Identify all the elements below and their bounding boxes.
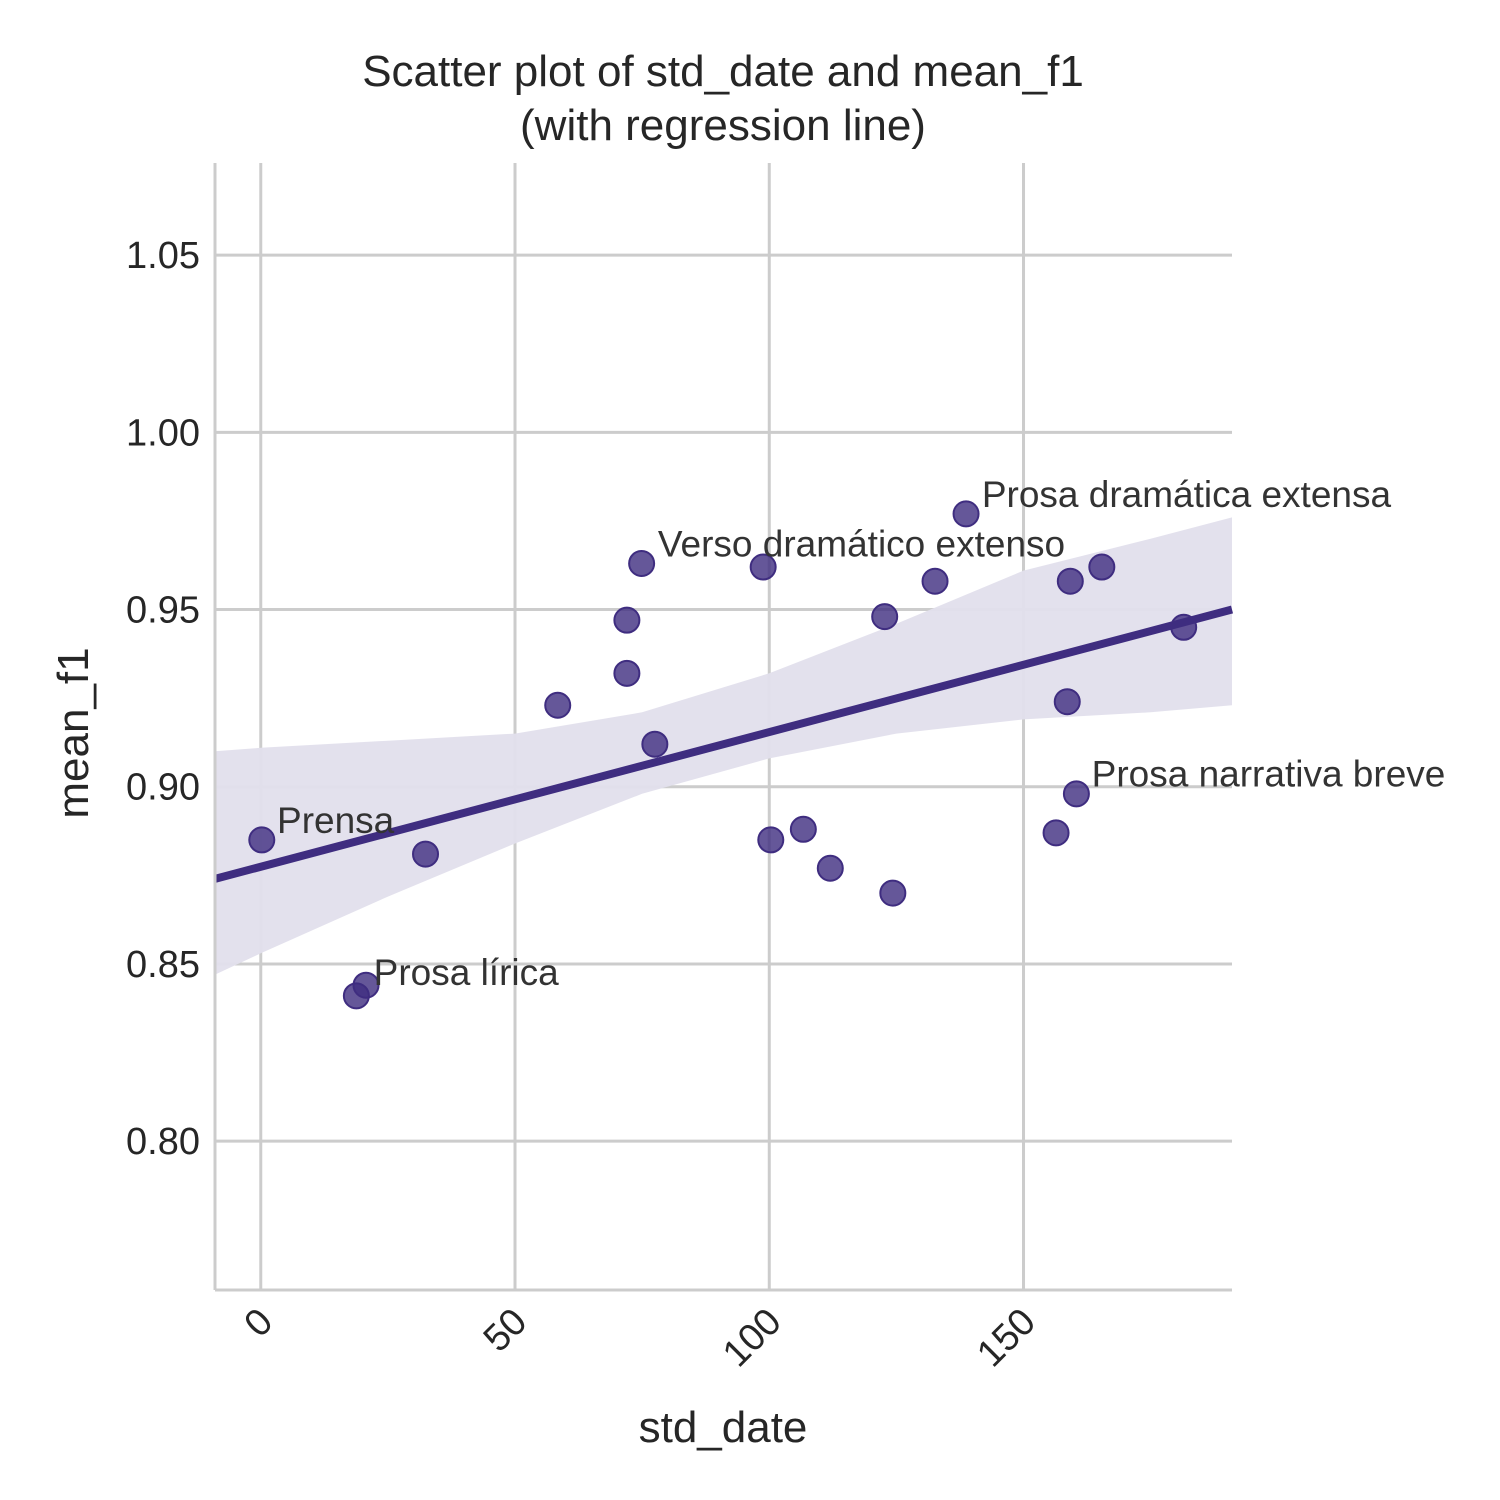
x-axis-label: std_date bbox=[639, 1403, 808, 1452]
point-annotation: Prosa lírica bbox=[374, 952, 559, 993]
axes-spines bbox=[213, 163, 1232, 1292]
regression-line-path bbox=[213, 605, 1234, 883]
data-points bbox=[248, 500, 1198, 1010]
point-annotation: Prensa bbox=[277, 800, 395, 841]
data-point bbox=[871, 603, 899, 631]
data-point bbox=[613, 659, 641, 687]
x-tick-label: 0 bbox=[236, 1301, 281, 1346]
data-point bbox=[1056, 567, 1084, 595]
chart-title-line-1: Scatter plot of std_date and mean_f1 bbox=[362, 47, 1084, 96]
annotations: Prensa Prosa lírica Verso dramático extens… bbox=[277, 474, 1445, 993]
data-point bbox=[1170, 613, 1198, 641]
data-point bbox=[816, 854, 844, 882]
data-point bbox=[1088, 553, 1116, 581]
data-point bbox=[412, 840, 440, 868]
x-tick-label: 100 bbox=[715, 1301, 790, 1376]
y-tick-label: 0.80 bbox=[126, 1121, 200, 1163]
point-annotation: Verso dramático extenso bbox=[658, 523, 1065, 564]
y-tick-label: 0.95 bbox=[126, 590, 200, 632]
point-annotation: Prosa dramática extensa bbox=[982, 474, 1392, 515]
point-annotation: Prosa narrativa breve bbox=[1092, 754, 1446, 795]
chart-title-line-2: (with regression line) bbox=[520, 101, 926, 150]
x-tick-label: 150 bbox=[969, 1301, 1044, 1376]
data-point bbox=[628, 549, 656, 577]
data-point bbox=[248, 826, 276, 854]
data-point bbox=[1053, 688, 1081, 716]
x-tick-label: 50 bbox=[476, 1301, 536, 1361]
data-point bbox=[352, 971, 380, 999]
data-point bbox=[1042, 819, 1070, 847]
y-tick-label: 0.90 bbox=[126, 767, 200, 809]
y-tick-label: 1.05 bbox=[126, 235, 200, 277]
data-point bbox=[749, 553, 777, 581]
regression-line bbox=[213, 605, 1234, 883]
data-point bbox=[757, 826, 785, 854]
data-point bbox=[641, 730, 669, 758]
data-point bbox=[613, 606, 641, 634]
data-point bbox=[789, 815, 817, 843]
data-point bbox=[879, 879, 907, 907]
data-point bbox=[1062, 780, 1090, 808]
data-point bbox=[952, 500, 980, 528]
data-point bbox=[544, 691, 572, 719]
data-point bbox=[921, 567, 949, 595]
y-tick-label: 0.85 bbox=[126, 944, 200, 986]
y-axis-label: mean_f1 bbox=[49, 647, 98, 818]
y-tick-label: 1.00 bbox=[126, 412, 200, 454]
